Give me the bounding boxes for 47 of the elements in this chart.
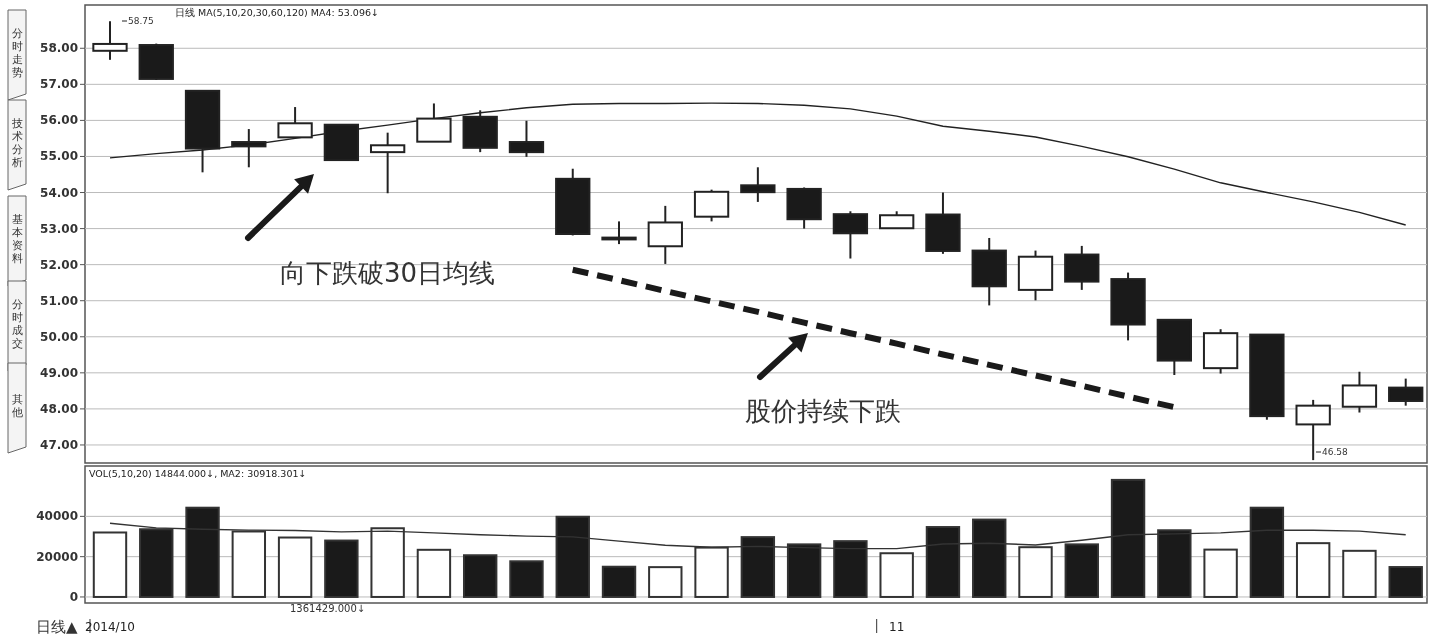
y-tick-label: 56.00: [40, 113, 78, 128]
bar: [1388, 566, 1423, 598]
y-tick-label: 47.00: [40, 437, 78, 452]
x-tick-label: 2014/10: [85, 620, 135, 634]
text: 技术分析: [10, 116, 23, 169]
annotation: 58.75: [128, 16, 154, 26]
candlestick: [92, 20, 128, 61]
bar: [601, 565, 637, 598]
bar: [277, 536, 313, 598]
annotation: 1361429.000↓: [290, 603, 366, 614]
bar: [92, 531, 128, 598]
bar: [1342, 549, 1377, 598]
text: 其他: [11, 392, 23, 419]
chart-title: VOL(5,10,20) 14844.000↓, MA2: 30918.301↓: [89, 468, 307, 479]
y-tick-label: 51.00: [40, 293, 78, 308]
bar: [879, 552, 914, 598]
y-tick-label: 53.00: [40, 221, 78, 236]
y-tick-label: 0: [69, 589, 78, 604]
bar: [463, 554, 498, 598]
y-tick-label: 50.00: [40, 329, 78, 344]
text: 日线▲: [36, 618, 78, 636]
bar: [416, 548, 452, 598]
bar: [509, 560, 544, 598]
candlestick: [231, 128, 267, 169]
chart-title: 日线 MA(5,10,20,30,60,120) MA4: 53.096↓: [175, 7, 379, 18]
bar: [648, 566, 683, 598]
bar: [1203, 548, 1238, 598]
candlestick: [369, 131, 406, 195]
bar: [1295, 542, 1331, 598]
y-tick-label: 54.00: [40, 185, 78, 200]
bar: [324, 539, 359, 598]
y-tick-label: 48.00: [40, 401, 78, 416]
x-tick-label: 11: [889, 620, 905, 634]
y-tick-label: 55.00: [40, 149, 78, 164]
annotation: 46.58: [1322, 447, 1349, 457]
y-tick-label: 57.00: [40, 77, 78, 92]
text: 分时走势: [11, 26, 23, 79]
candlestick: [740, 166, 776, 203]
text: 分时成交: [11, 297, 23, 350]
annotation: 股价持续下跌: [745, 396, 901, 426]
y-tick-label: 20000: [36, 549, 78, 564]
y-tick-label: 58.00: [40, 41, 78, 56]
y-tick-label: 49.00: [40, 365, 78, 380]
annotation: 向下跌破30日均线: [280, 258, 496, 288]
y-tick-label: 52.00: [40, 257, 78, 272]
text: 基本资料: [11, 212, 23, 265]
y-tick-label: 40000: [36, 509, 78, 524]
